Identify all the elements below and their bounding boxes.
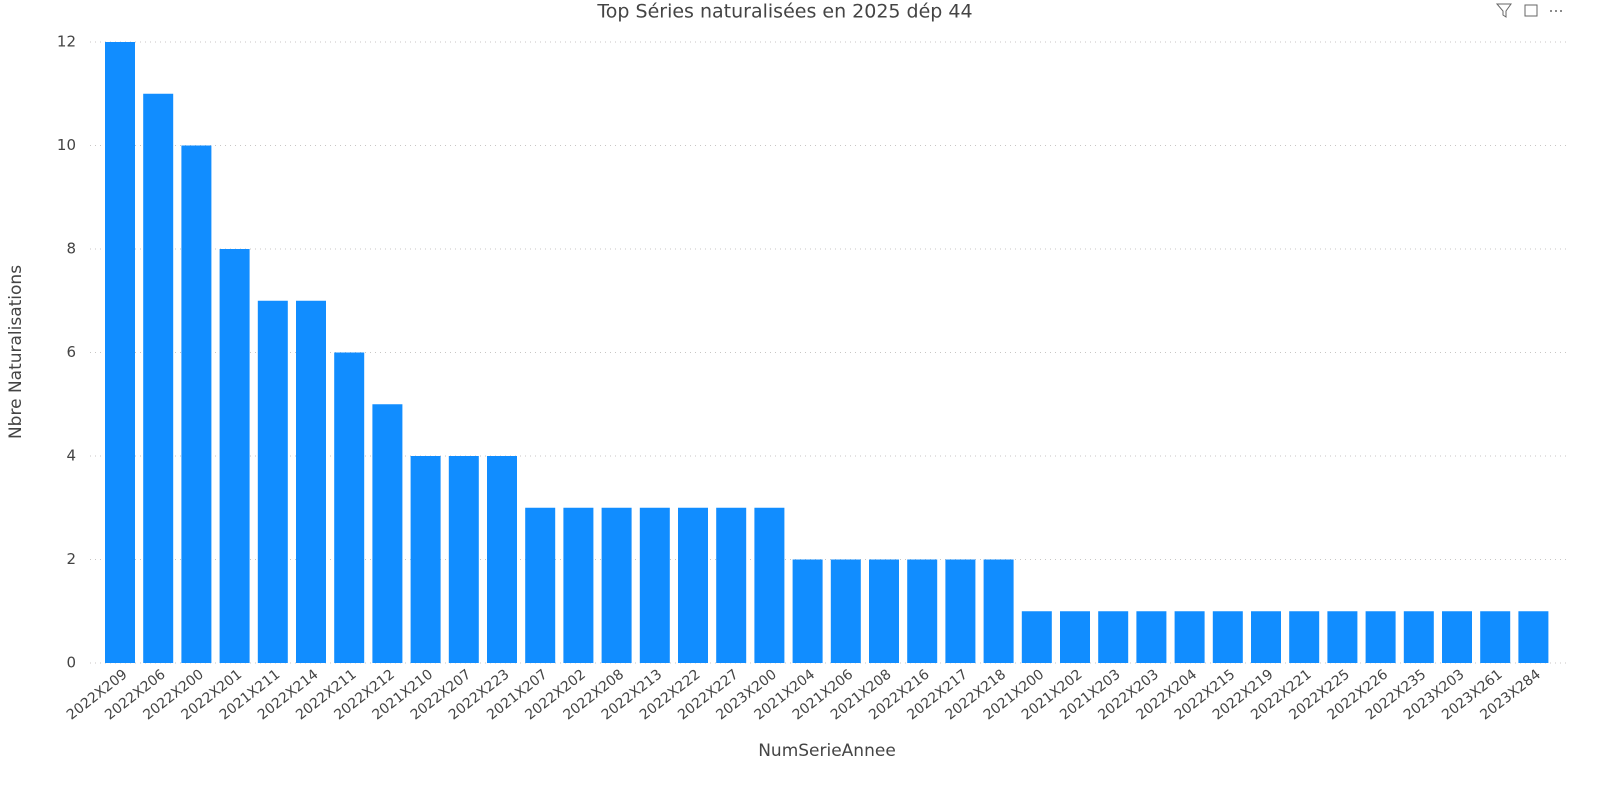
bar [563, 507, 594, 663]
bar [143, 93, 174, 663]
bar [334, 352, 365, 663]
bar [601, 507, 632, 663]
bar [487, 456, 517, 663]
bar [525, 507, 556, 663]
bar [1518, 611, 1549, 663]
filter-icon[interactable] [1495, 3, 1512, 18]
bar [1289, 611, 1320, 663]
bar [296, 300, 326, 663]
bar [1098, 611, 1129, 663]
bar [1021, 611, 1052, 663]
bar [678, 507, 708, 663]
bar [448, 456, 479, 663]
bar [869, 559, 899, 663]
bar [830, 559, 861, 663]
bar [639, 507, 670, 663]
bar [219, 249, 250, 663]
bar [754, 507, 785, 663]
bar [716, 507, 747, 663]
bar [1480, 611, 1511, 663]
y-tick-label: 6 [66, 343, 76, 361]
bar [1251, 611, 1281, 663]
bar [1174, 611, 1205, 663]
chart-title: Top Séries naturalisées en 2025 dép 44 [596, 1, 972, 23]
bar [1060, 611, 1090, 663]
bar [1136, 611, 1167, 663]
bar [1365, 611, 1396, 663]
y-tick-label: 4 [66, 447, 76, 465]
y-tick-label: 8 [66, 240, 76, 258]
y-axis-title: Nbre Naturalisations [6, 265, 26, 439]
bar [945, 559, 976, 663]
focus-icon[interactable] [1524, 4, 1538, 17]
y-tick-label: 2 [66, 550, 76, 568]
bar [1212, 611, 1243, 663]
bar [372, 404, 403, 663]
y-tick-label: 12 [57, 33, 76, 51]
toolbar [1495, 3, 1562, 18]
y-tick-label: 10 [57, 136, 76, 154]
bar [1403, 611, 1434, 663]
more-icon[interactable] [1550, 10, 1562, 12]
x-axis-title: NumSerieAnnee [758, 741, 896, 761]
bar [907, 559, 938, 663]
bar [792, 559, 823, 663]
bar [1442, 611, 1472, 663]
bar [105, 42, 135, 663]
bar [983, 559, 1014, 663]
y-tick-label: 0 [66, 654, 76, 672]
bar [410, 456, 441, 663]
bar [181, 145, 212, 663]
bar [257, 300, 288, 663]
bar [1327, 611, 1358, 663]
